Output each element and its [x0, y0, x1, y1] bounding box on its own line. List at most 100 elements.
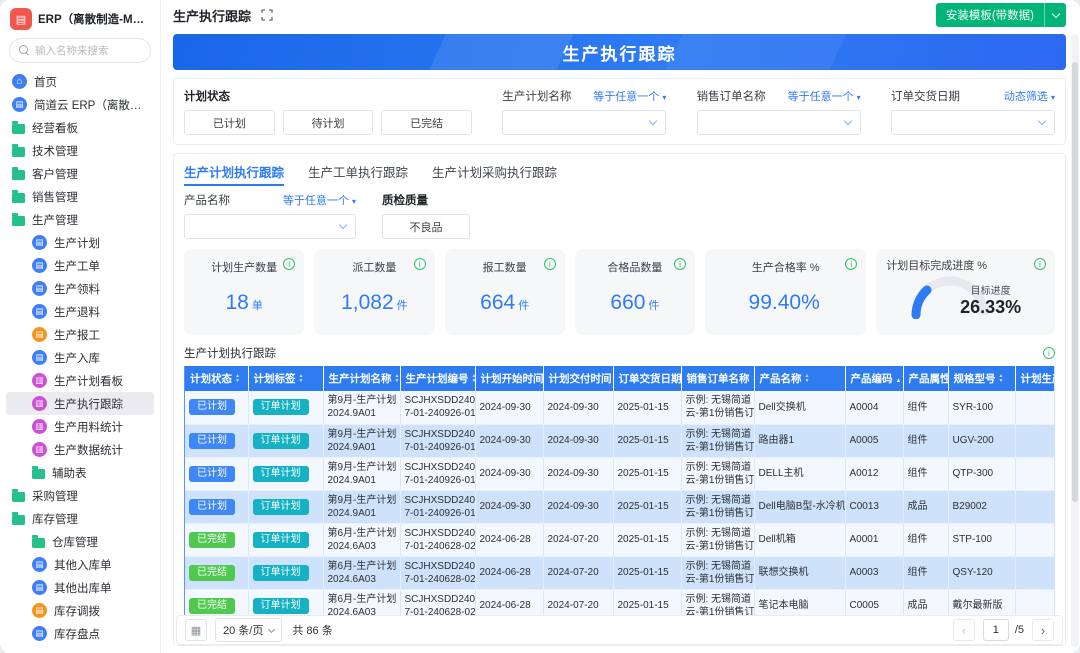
- table-row[interactable]: 已完结 订单计划 第6月-生产计划 2024.6A03 SCJHXSDD2406…: [185, 523, 1054, 557]
- defective-filter-button[interactable]: 不良品: [382, 214, 470, 239]
- column-header[interactable]: 订单交货日期: [613, 366, 682, 391]
- info-icon[interactable]: [674, 258, 687, 270]
- cell-attr: 成品: [903, 490, 949, 524]
- sidebar-item[interactable]: 生产数据统计: [6, 438, 154, 461]
- column-header[interactable]: 生产计划名称: [323, 366, 401, 391]
- sidebar-item[interactable]: 库存调拨: [6, 599, 154, 622]
- tab[interactable]: 生产工单执行跟踪: [308, 166, 409, 180]
- scrollbar-thumb[interactable]: [1072, 62, 1078, 502]
- search-input[interactable]: [35, 44, 141, 57]
- column-header[interactable]: 生产计划编号: [400, 366, 476, 391]
- install-dropdown-button[interactable]: [1044, 3, 1066, 27]
- column-header[interactable]: 产品编码: [845, 366, 904, 391]
- sidebar-item-icon: [12, 167, 25, 180]
- sidebar-item[interactable]: 生产用料统计: [6, 415, 154, 438]
- page-size-select[interactable]: 20 条/页: [215, 618, 283, 642]
- cell-attr: 组件: [903, 457, 949, 491]
- fullscreen-icon[interactable]: [261, 9, 273, 21]
- operator-link[interactable]: 动态筛选 ▾: [1003, 90, 1055, 103]
- info-icon[interactable]: [283, 258, 296, 270]
- sales-order-select[interactable]: [696, 110, 861, 135]
- column-header[interactable]: 计划标签: [248, 366, 324, 391]
- install-template-label[interactable]: 安装模板(带数据): [945, 10, 1034, 22]
- sidebar-item[interactable]: 其他入库单: [6, 553, 154, 576]
- sidebar-item[interactable]: 生产领料: [6, 277, 154, 300]
- info-icon[interactable]: [1043, 347, 1055, 359]
- prev-page-button[interactable]: ‹: [952, 619, 975, 641]
- column-settings-icon[interactable]: [185, 619, 207, 641]
- sidebar-item[interactable]: 生产报工: [6, 323, 154, 346]
- column-header[interactable]: 销售订单名称: [681, 366, 755, 391]
- sidebar-search[interactable]: [9, 38, 151, 63]
- install-template-button[interactable]: 安装模板(带数据): [935, 3, 1066, 27]
- column-header[interactable]: 计划开始时间: [475, 366, 544, 391]
- sidebar-item[interactable]: 生产入库: [6, 346, 154, 369]
- sort-icon[interactable]: [235, 373, 240, 385]
- operator-link[interactable]: 等于任意一个 ▾: [787, 90, 861, 103]
- tab[interactable]: 生产计划采购执行跟踪: [432, 166, 558, 180]
- sidebar-item-label: 其他出库单: [54, 582, 112, 595]
- cell-plan-name: 第9月-生产计划 2024.9A01: [323, 391, 401, 425]
- sidebar-item[interactable]: 生产计划看板: [6, 369, 154, 392]
- info-icon[interactable]: [1033, 258, 1046, 270]
- sidebar-item[interactable]: 经营看板: [6, 116, 154, 139]
- column-header[interactable]: 计划交付时间: [543, 366, 614, 391]
- sidebar-item[interactable]: 生产管理: [6, 208, 154, 231]
- status-filter-button[interactable]: 已完结: [381, 110, 473, 135]
- column-header[interactable]: 计划状态: [185, 366, 249, 391]
- sort-icon[interactable]: [299, 373, 304, 385]
- column-header[interactable]: 产品名称: [754, 366, 846, 391]
- sidebar-item-icon: [32, 557, 47, 572]
- current-page-input[interactable]: 1: [982, 619, 1009, 641]
- page-scrollbar[interactable]: [1071, 34, 1079, 647]
- sidebar-item[interactable]: 其他出库单: [6, 576, 154, 599]
- cell-plan-no: SCJHXSDD24062 7-01-240926-01: [400, 457, 476, 491]
- plan-name-select[interactable]: [502, 110, 667, 135]
- delivery-date-select[interactable]: [890, 110, 1055, 135]
- sort-icon[interactable]: [896, 373, 902, 385]
- sidebar-item-icon: [32, 327, 47, 342]
- next-page-button[interactable]: ›: [1032, 619, 1054, 641]
- sort-icon[interactable]: [999, 373, 1004, 385]
- sidebar-item[interactable]: 首页: [6, 70, 154, 93]
- info-icon[interactable]: [413, 258, 426, 270]
- sort-icon[interactable]: [395, 373, 400, 385]
- operator-link[interactable]: 等于任意一个 ▾: [282, 194, 356, 207]
- sidebar-item[interactable]: 采购管理: [6, 484, 154, 507]
- sidebar-item[interactable]: 技术管理: [6, 139, 154, 162]
- sidebar-item[interactable]: 生产计划: [6, 231, 154, 254]
- table-row[interactable]: 已计划 订单计划 第9月-生产计划 2024.9A01 SCJHXSDD2406…: [185, 391, 1054, 425]
- sidebar-item[interactable]: 生产工单: [6, 254, 154, 277]
- status-filter-button[interactable]: 已计划: [184, 110, 275, 135]
- table-row[interactable]: 已计划 订单计划 第9月-生产计划 2024.9A01 SCJHXSDD2406…: [185, 490, 1054, 524]
- column-header[interactable]: 规格型号: [948, 366, 1016, 391]
- info-icon[interactable]: [845, 258, 858, 270]
- sidebar-item[interactable]: 库存管理: [6, 507, 154, 530]
- product-name-select[interactable]: [184, 214, 356, 239]
- sidebar-item[interactable]: 生产执行跟踪: [6, 392, 154, 415]
- column-header[interactable]: 计划生产数量: [1015, 366, 1054, 391]
- sidebar-item-label: 生产领料: [54, 283, 100, 296]
- cell-product: 路由器1: [754, 424, 846, 458]
- operator-link[interactable]: 等于任意一个 ▾: [593, 90, 667, 103]
- sidebar-item[interactable]: 库存盘点: [6, 622, 154, 645]
- gauge-label: 目标进度: [970, 286, 1011, 297]
- sort-icon[interactable]: [472, 373, 475, 385]
- filter-delivery-date: 订单交货日期 动态筛选 ▾: [890, 88, 1055, 135]
- sidebar-item[interactable]: 简道云 ERP（离散制造-MTO）: [6, 93, 154, 116]
- sidebar-item-label: 技术管理: [32, 145, 78, 158]
- table-row[interactable]: 已计划 订单计划 第9月-生产计划 2024.9A01 SCJHXSDD2406…: [185, 424, 1054, 458]
- sidebar-item[interactable]: 仓库管理: [6, 530, 154, 553]
- table-row[interactable]: 已计划 订单计划 第9月-生产计划 2024.9A01 SCJHXSDD2406…: [185, 457, 1054, 491]
- sidebar-item[interactable]: 辅助表: [6, 461, 154, 484]
- status-filter-button[interactable]: 待计划: [282, 110, 374, 135]
- sidebar-item[interactable]: 销售管理: [6, 185, 154, 208]
- column-header[interactable]: 产品属性: [903, 366, 949, 391]
- table-row[interactable]: 已完结 订单计划 第6月-生产计划 2024.6A03 SCJHXSDD2406…: [185, 556, 1054, 590]
- cell-plan-no: SCJHXSDD24062 7-01-240628-02: [400, 556, 476, 590]
- info-icon[interactable]: [543, 258, 556, 270]
- sidebar-item[interactable]: 客户管理: [6, 162, 154, 185]
- sort-icon[interactable]: [805, 373, 810, 385]
- tab[interactable]: 生产计划执行跟踪: [184, 162, 285, 186]
- sidebar-item[interactable]: 生产退料: [6, 300, 154, 323]
